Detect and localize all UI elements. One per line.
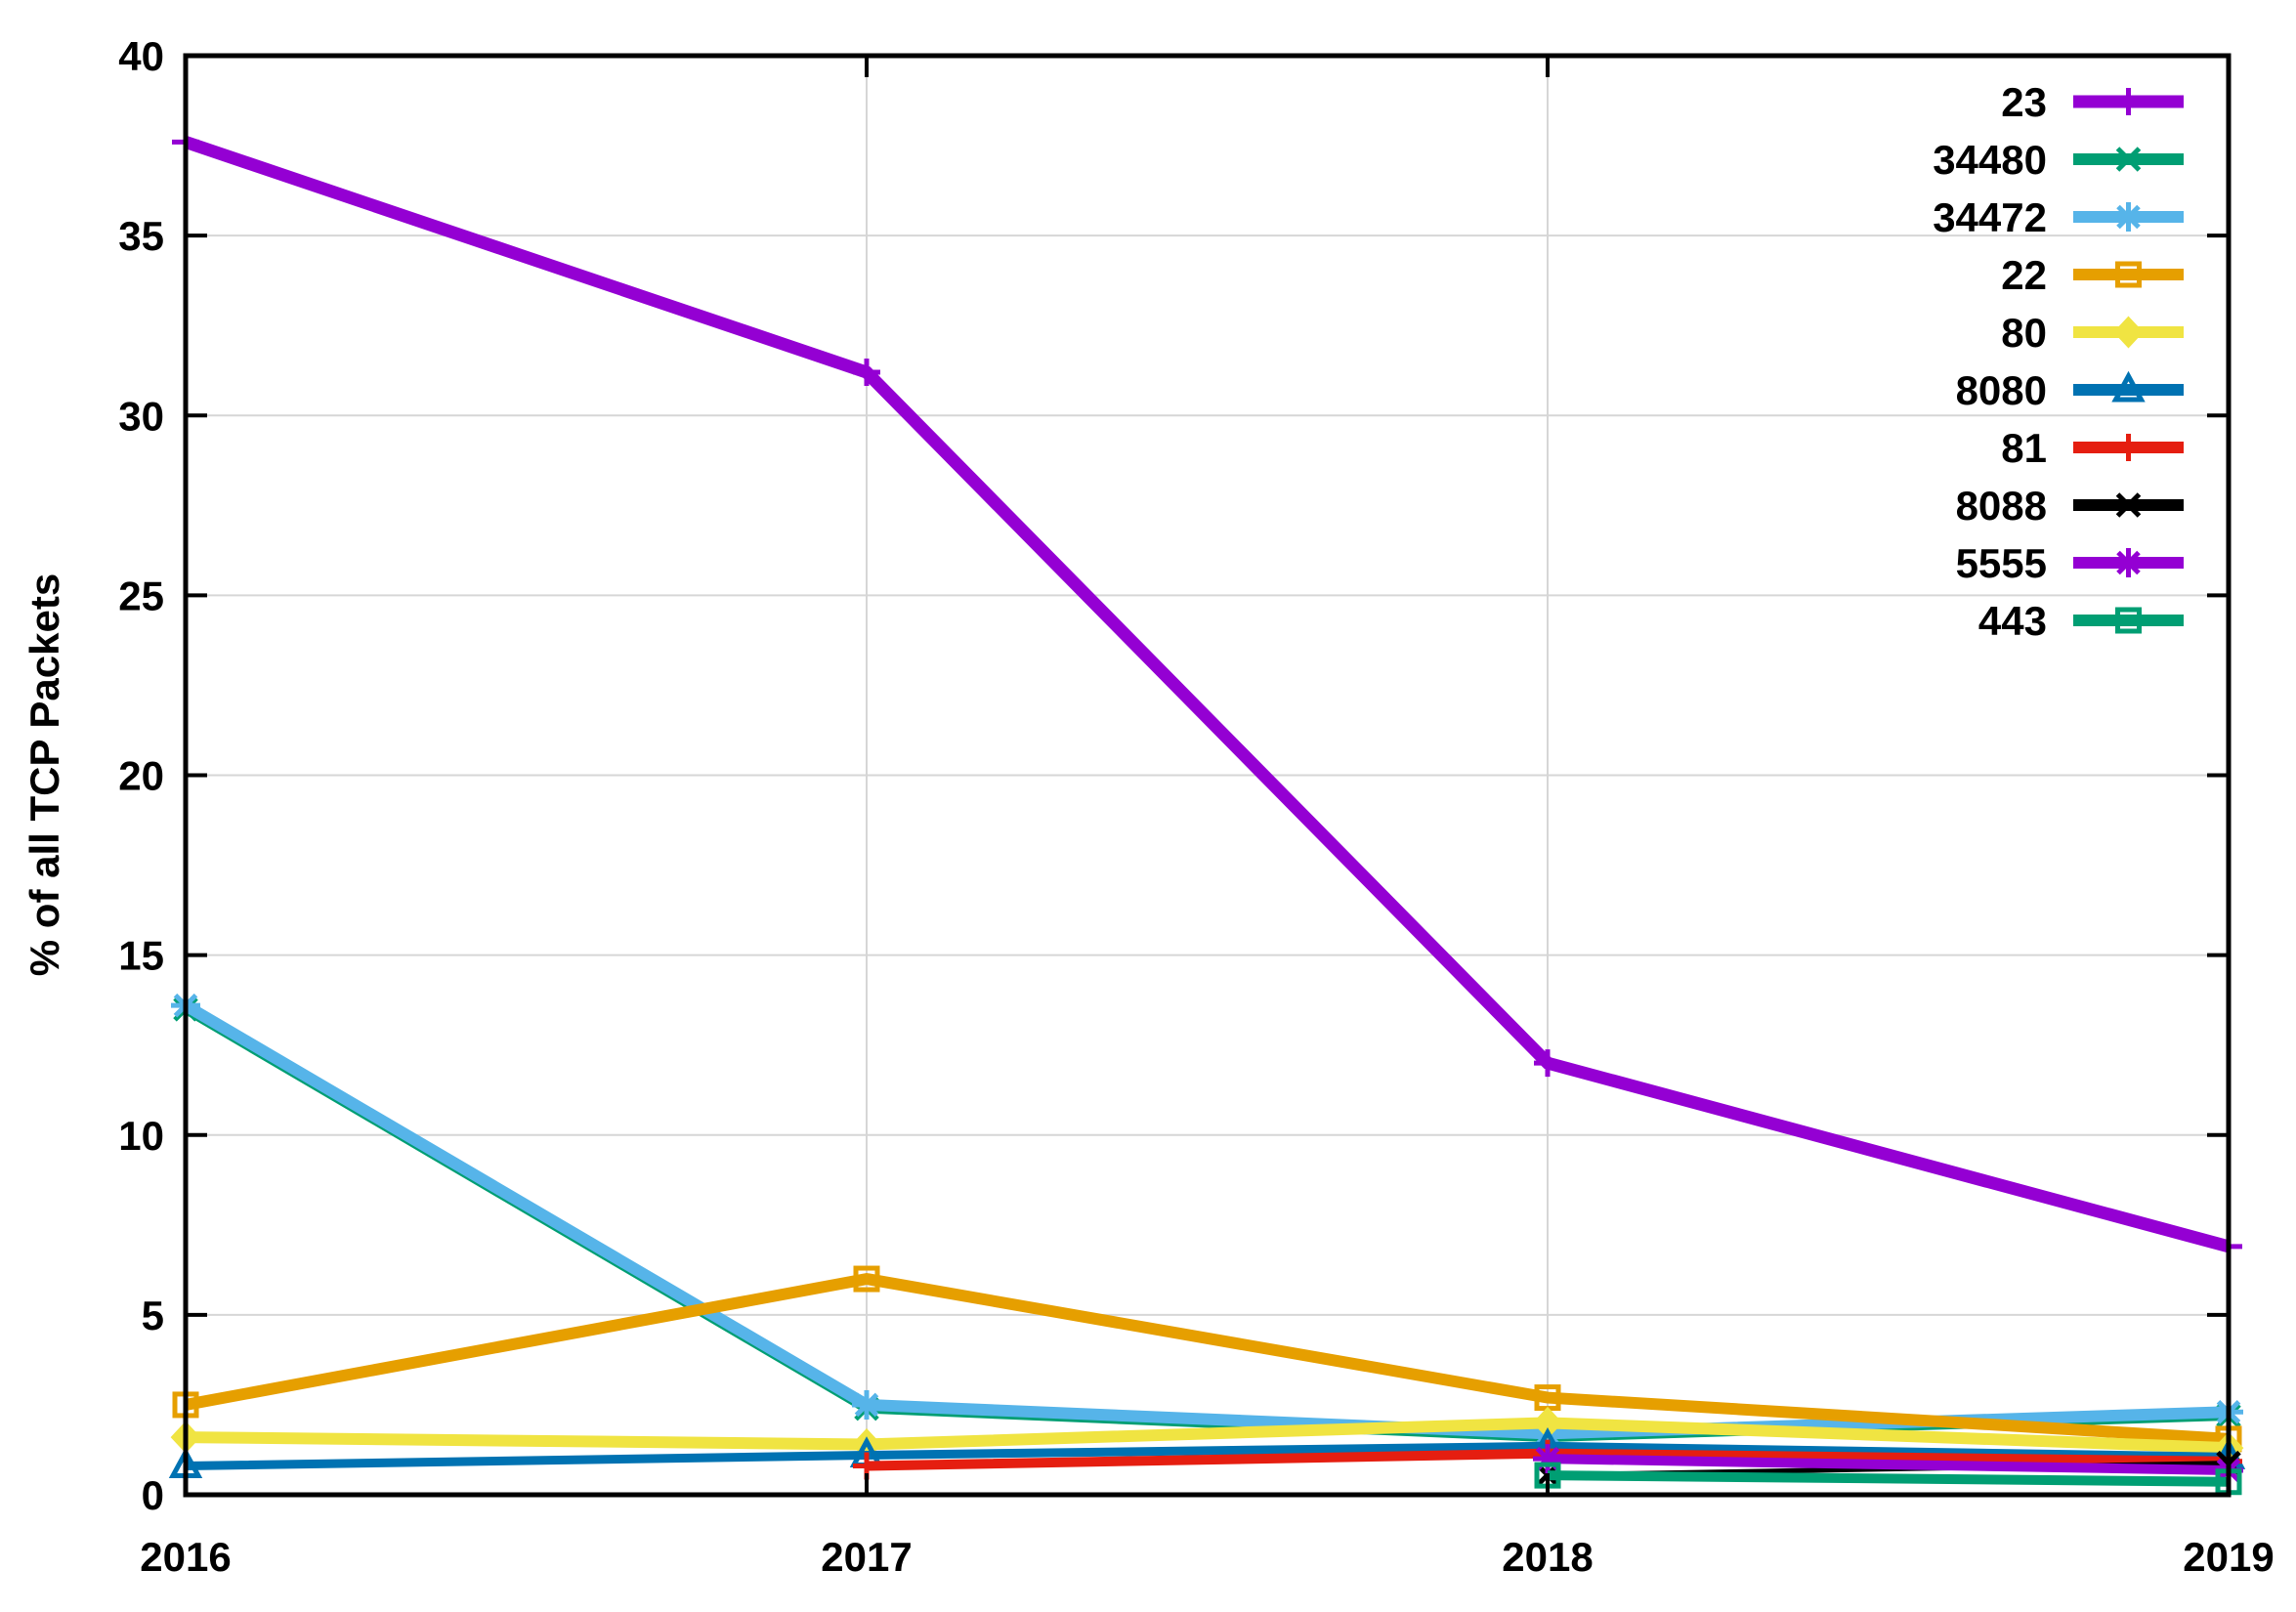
series-80-line (185, 1417, 2230, 1455)
series-23-marker (1534, 1049, 1561, 1078)
legend-swatch-marker (2115, 607, 2142, 634)
y-tick-label: 30 (118, 393, 164, 439)
series-23 (172, 128, 2242, 1260)
legend-swatch-marker (2115, 147, 2142, 172)
series-root (168, 128, 2246, 1496)
legend-label: 34472 (1933, 194, 2047, 240)
tick-labels: 0 5 10 15 20 25 30 35 40 2016 2017 2018 2019 (118, 33, 2274, 1580)
legend-label: 8080 (1956, 367, 2047, 413)
series-34472 (171, 991, 2243, 1449)
series-23-marker (853, 359, 880, 387)
legend-label: 8088 (1956, 483, 2047, 529)
legend-swatch-marker (2114, 434, 2143, 461)
y-tick-label: 40 (118, 33, 164, 79)
series-34480 (173, 997, 2241, 1450)
legend-swatch-marker (2113, 548, 2144, 577)
legend-swatch-marker (2113, 316, 2144, 349)
legend-label: 81 (2001, 425, 2047, 471)
legend-label: 5555 (1956, 540, 2047, 586)
legend-swatch-marker (2115, 492, 2142, 518)
legend-entry-34480: 34480 (1933, 137, 2184, 183)
x-tick-label: 2016 (140, 1534, 231, 1580)
legend-label: 443 (1978, 598, 2047, 644)
gridlines (186, 56, 2229, 1495)
y-tick-label: 25 (118, 573, 164, 618)
y-tick-label: 20 (118, 753, 164, 799)
series-5555-marker (1533, 1444, 1562, 1474)
legend-swatch-marker (2111, 370, 2146, 403)
y-tick-label: 35 (118, 213, 164, 259)
legend-label: 22 (2001, 252, 2047, 298)
series-34472-line (182, 1000, 2230, 1440)
series-34480-line (183, 1004, 2230, 1443)
y-tick-label: 0 (142, 1472, 164, 1518)
legend-label: 80 (2001, 310, 2047, 356)
series-22-marker (853, 1265, 880, 1293)
series-34472-marker (852, 1389, 881, 1420)
legend-entry-23: 23 (2001, 79, 2184, 125)
legend-entry-8080: 8080 (1956, 367, 2184, 413)
legend-entry-5555: 5555 (1956, 540, 2184, 586)
y-tick-label: 15 (118, 933, 164, 979)
tick-marks (184, 54, 2231, 1497)
x-tick-label: 2019 (2183, 1534, 2274, 1580)
series-22-line (184, 1272, 2230, 1445)
series-23-line (183, 136, 2231, 1253)
legend-entry-80: 80 (2001, 310, 2184, 356)
legend-swatch-marker (2115, 261, 2142, 288)
x-tick-label: 2017 (821, 1534, 912, 1580)
legend-swatch-marker (2114, 88, 2143, 115)
x-tick-label: 2018 (1502, 1534, 1593, 1580)
legend-entry-8088: 8088 (1956, 483, 2184, 529)
legend-entry-34472: 34472 (1933, 194, 2184, 240)
series-443-line (1547, 1470, 2230, 1487)
legend-entry-443: 443 (1978, 598, 2184, 644)
legend-entry-81: 81 (2001, 425, 2184, 471)
y-tick-label: 5 (142, 1293, 164, 1338)
legend-swatch-marker (2113, 202, 2144, 232)
legend-label: 34480 (1933, 137, 2047, 183)
y-axis-title: % of all TCP Packets (21, 573, 67, 976)
legend-entry-22: 22 (2001, 252, 2184, 298)
series-5555-line (1547, 1454, 2230, 1475)
series-8080-line (185, 1441, 2230, 1471)
y-tick-label: 10 (118, 1113, 164, 1159)
legend-label: 23 (2001, 79, 2047, 125)
